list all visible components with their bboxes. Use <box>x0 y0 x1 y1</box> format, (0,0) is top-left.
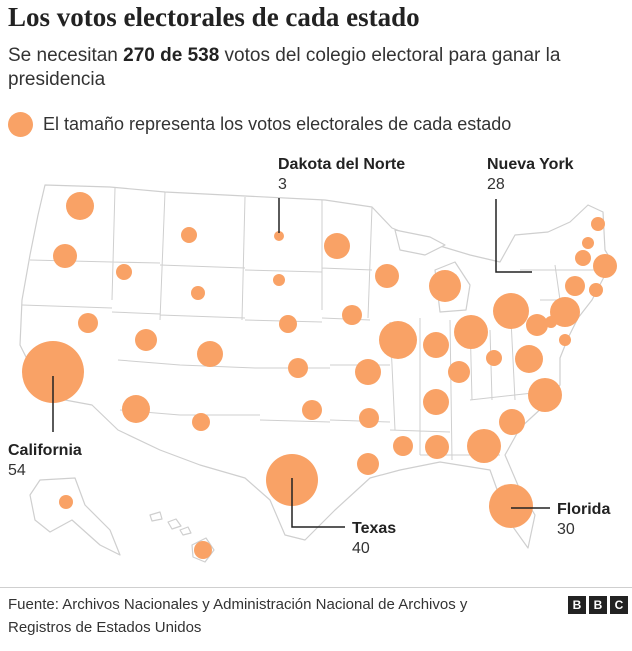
state-bubble <box>66 192 94 220</box>
state-bubble <box>359 408 379 428</box>
state-bubble <box>559 334 571 346</box>
state-bubble <box>528 378 562 412</box>
state-bubble <box>545 316 557 328</box>
state-bubble <box>550 297 580 327</box>
state-bubble <box>197 341 223 367</box>
state-bubble <box>53 244 77 268</box>
state-bubble <box>116 264 132 280</box>
state-bubble <box>393 436 413 456</box>
state-bubble <box>191 286 205 300</box>
state-bubble <box>22 341 84 403</box>
state-bubble <box>357 453 379 475</box>
state-bubble <box>582 237 594 249</box>
state-bubble <box>355 359 381 385</box>
legend-text: El tamaño representa los votos electoral… <box>43 113 512 134</box>
state-bubble <box>375 264 399 288</box>
leader-nueva-york <box>495 199 532 273</box>
state-bubble <box>575 250 591 266</box>
state-bubble <box>429 270 461 302</box>
state-bubble <box>122 395 150 423</box>
state-bubbles <box>22 192 617 559</box>
state-bubble <box>425 435 449 459</box>
state-bubble <box>279 315 297 333</box>
callout-leaders <box>52 198 550 528</box>
state-bubble <box>274 231 284 241</box>
callout-california: California 54 <box>8 442 82 479</box>
state-bubble <box>135 329 157 351</box>
state-bubble <box>454 315 488 349</box>
state-bubble <box>324 233 350 259</box>
state-bubble <box>499 409 525 435</box>
bbc-logo-letter: C <box>610 596 628 614</box>
state-bubble <box>423 332 449 358</box>
state-bubble <box>591 217 605 231</box>
state-bubble <box>192 413 210 431</box>
state-bubble <box>181 227 197 243</box>
state-bubble <box>489 484 533 528</box>
legend-bubble-icon <box>8 111 33 137</box>
state-bubble <box>423 389 449 415</box>
footer-divider <box>0 587 632 588</box>
state-bubble <box>493 293 529 329</box>
hawaii-islands <box>149 511 192 536</box>
state-bubble <box>565 276 585 296</box>
callout-florida: Florida 30 <box>557 501 611 538</box>
callout-dakota-del-norte: Dakota del Norte 3 <box>278 156 406 193</box>
state-bubble <box>526 314 548 336</box>
chart-title: Los votos electorales de cada estado <box>8 2 420 32</box>
bbc-logo-letter: B <box>589 596 607 614</box>
state-bubble <box>467 429 501 463</box>
state-bubble <box>515 345 543 373</box>
state-bubble <box>78 313 98 333</box>
state-bubble <box>59 495 73 509</box>
alaska-outline <box>29 477 121 556</box>
state-bubble <box>194 541 212 559</box>
bbc-logo-letter: B <box>568 596 586 614</box>
state-bubble <box>302 400 322 420</box>
source-note: Fuente: Archivos Nacionales y Administra… <box>8 596 468 636</box>
state-bubble <box>486 350 502 366</box>
contiguous-us-outline <box>19 184 617 549</box>
state-bubble <box>273 274 285 286</box>
leader-texas <box>291 478 345 528</box>
bbc-logo: B B C <box>568 596 628 614</box>
state-bubble <box>593 254 617 278</box>
state-bubble <box>448 361 470 383</box>
subtitle-bold: 270 de 538 <box>123 45 220 66</box>
legend: El tamaño representa los votos electoral… <box>8 111 511 137</box>
chart-subtitle: Se necesitan 270 de 538 votos del colegi… <box>8 45 561 90</box>
state-bubble <box>342 305 362 325</box>
state-bubble <box>379 321 417 359</box>
callout-nueva-york: Nueva York 28 <box>487 156 574 193</box>
state-bubble <box>589 283 603 297</box>
michigan-upper <box>394 229 446 256</box>
us-map <box>19 184 617 563</box>
state-bubble <box>288 358 308 378</box>
callout-texas: Texas 40 <box>352 520 397 557</box>
